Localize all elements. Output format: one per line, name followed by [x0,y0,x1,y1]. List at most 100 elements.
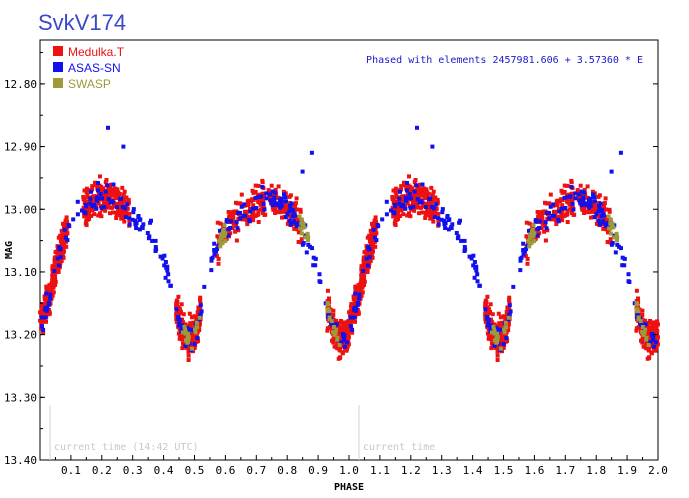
medulka-t-point [418,182,423,187]
medulka-t-point [124,195,129,200]
medulka-t-point [651,320,656,325]
asas-sn-point [148,220,153,225]
medulka-t-point [280,215,284,220]
asas-sn-point [371,227,376,232]
asas-sn-point [71,217,76,222]
x-tick-label: 0.5 [185,464,205,477]
medulka-t-point [93,183,97,187]
medulka-t-point [86,195,91,200]
asas-sn-point [367,255,372,260]
medulka-t-point [198,298,203,303]
medulka-t-point [44,301,48,306]
data-points [38,125,660,362]
medulka-t-point [565,209,570,214]
medulka-t-point [604,227,609,232]
medulka-t-point [489,317,493,322]
asas-sn-point [432,206,436,211]
swasp-point [608,231,613,236]
medulka-t-point [225,229,230,234]
asas-sn-point [304,250,309,255]
medulka-t-point [489,346,494,351]
legend-swatch [53,46,63,56]
asas-sn-point [48,296,53,301]
asas-sn-point [445,214,450,218]
medulka-t-point [433,208,438,213]
x-tick-label: 1.8 [586,464,606,477]
asas-sn-point [582,190,586,195]
medulka-t-point [282,203,287,207]
asas-sn-point [605,221,610,226]
asas-sn-point [600,219,605,224]
asas-sn-point [594,212,599,216]
asas-sn-point [89,189,93,194]
medulka-t-point [426,199,431,204]
medulka-t-point [62,241,66,246]
asas-sn-point [462,245,467,249]
asas-sn-point [259,194,264,199]
asas-sn-point [165,264,170,269]
medulka-t-point [85,193,90,197]
asas-sn-point [384,199,389,204]
medulka-t-point [640,308,645,313]
medulka-t-point [431,219,436,224]
asas-sn-point [282,192,286,197]
asas-sn-point [272,197,277,202]
asas-sn-point [548,204,553,209]
legend-label: SWASP [68,77,111,91]
medulka-t-point [245,222,250,227]
asas-sn-point [581,195,586,200]
asas-sn-point [459,238,464,243]
medulka-t-point [647,355,652,360]
swasp-point [222,234,227,239]
asas-sn-point [581,197,586,202]
x-tick-label: 1.9 [617,464,637,477]
medulka-t-point [246,203,250,208]
asas-sn-point [260,185,265,189]
asas-sn-point [462,238,467,243]
medulka-t-point [603,196,608,201]
asas-sn-point [366,247,371,252]
medulka-t-point [227,214,232,219]
medulka-t-point [527,221,532,226]
asas-sn-point [518,268,523,273]
asas-sn-point [44,291,49,296]
medulka-t-point [567,207,572,212]
medulka-t-point [334,318,339,323]
medulka-t-point [605,218,610,223]
medulka-t-point [332,344,337,349]
asas-sn-point [352,315,357,320]
medulka-t-point [228,231,233,236]
asas-sn-point [415,197,420,201]
asas-sn-point [43,307,48,312]
asas-sn-point [212,241,217,246]
medulka-t-point [248,206,252,211]
asas-sn-point [120,205,125,209]
medulka-t-point [485,294,490,299]
asas-sn-point [292,213,297,218]
swasp-point [219,235,224,240]
medulka-t-point [338,329,343,334]
asas-sn-point [626,279,631,284]
asas-sn-point [99,205,104,210]
medulka-t-point [231,221,236,226]
medulka-t-point [273,208,278,213]
swasp-point [193,330,198,335]
x-tick-label: 0.4 [154,464,174,477]
asas-sn-point [165,268,170,273]
asas-sn-point [287,218,292,223]
swasp-point [609,223,614,228]
asas-sn-point [374,238,379,242]
asas-sn-point [269,200,274,205]
swasp-point [528,235,533,240]
swasp-point [223,239,228,244]
medulka-t-point [367,233,372,238]
legend: Medulka.T ASAS-SN SWASP [53,45,125,91]
swasp-point [531,223,536,228]
asas-sn-point [618,150,623,155]
swasp-point [504,325,509,330]
swasp-point [301,221,306,226]
medulka-t-point [392,221,397,226]
swasp-point [326,307,331,312]
medulka-t-point [548,192,553,197]
y-tick-label: 13.30 [4,391,37,404]
